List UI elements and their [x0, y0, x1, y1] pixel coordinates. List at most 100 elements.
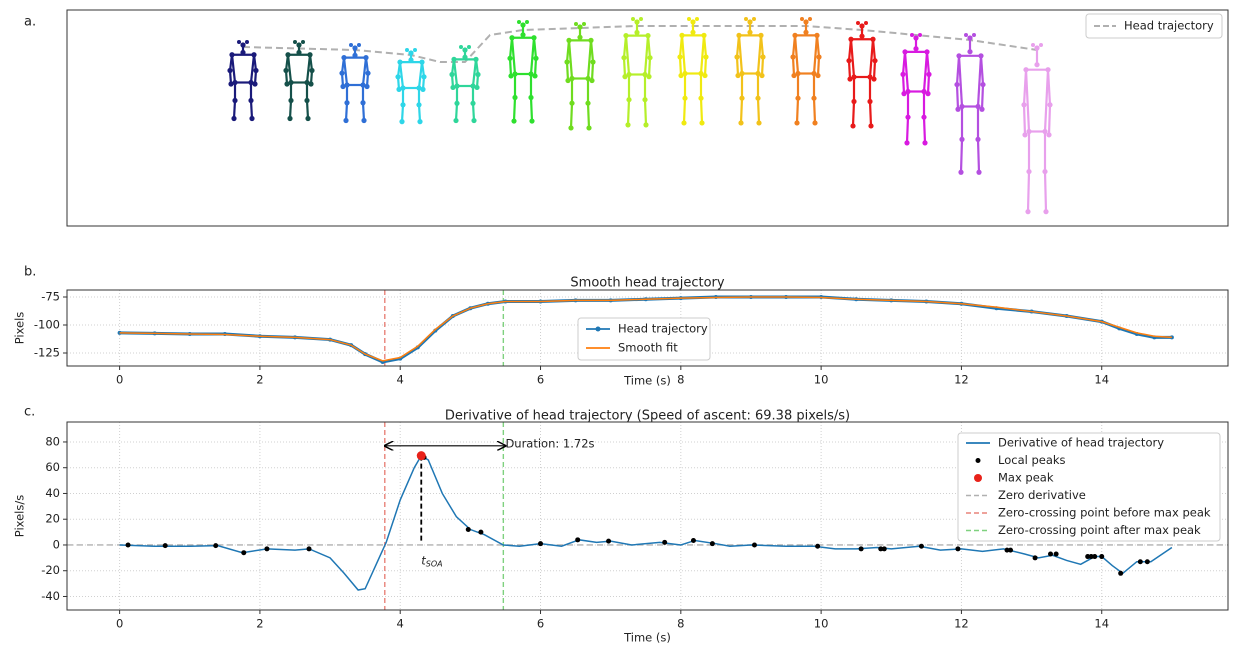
skeleton: [507, 20, 539, 124]
joint: [959, 103, 965, 110]
joint: [925, 91, 931, 97]
bone: [529, 97, 534, 122]
joint: [690, 19, 696, 25]
joint: [1026, 168, 1032, 175]
ear: [631, 17, 635, 21]
joint: [642, 71, 648, 78]
joint: [872, 58, 878, 64]
joint: [305, 115, 311, 122]
bone: [1024, 69, 1031, 132]
joint: [454, 83, 460, 89]
data-point: [1008, 547, 1014, 553]
joint: [846, 58, 852, 64]
y-tick-label: -100: [34, 318, 60, 332]
joint: [229, 52, 235, 58]
joint: [976, 169, 982, 175]
bone: [342, 57, 349, 86]
joint: [416, 85, 422, 91]
bone: [680, 35, 687, 74]
joint: [462, 54, 468, 60]
bone: [417, 104, 422, 122]
joint: [703, 54, 709, 60]
ear: [574, 22, 578, 26]
joint: [980, 81, 986, 88]
joint: [568, 125, 574, 131]
joint: [701, 32, 707, 38]
soa-label: tSOA: [421, 553, 442, 568]
bone: [400, 104, 405, 122]
joint: [815, 72, 821, 79]
bone: [647, 57, 652, 77]
joint: [922, 140, 928, 146]
joint: [1045, 67, 1051, 73]
joint: [520, 32, 526, 38]
joint: [760, 54, 766, 60]
ear: [856, 21, 860, 25]
data-point: [878, 546, 884, 552]
joint: [868, 123, 874, 129]
joint: [913, 46, 919, 52]
x-tick-label: 10: [814, 373, 829, 387]
bone: [976, 55, 983, 107]
joint: [1046, 132, 1052, 138]
bone: [849, 39, 856, 78]
joint: [851, 98, 857, 105]
joint: [417, 119, 423, 125]
joint: [419, 59, 425, 65]
data-point: [662, 539, 668, 545]
joint: [569, 100, 575, 106]
bone: [361, 102, 366, 121]
x-tick-label: 4: [397, 373, 404, 387]
bone: [232, 100, 237, 119]
joint: [811, 95, 817, 101]
joint: [451, 56, 457, 62]
joint: [566, 37, 572, 43]
chart-title: Smooth head trajectory: [570, 276, 724, 291]
bone: [735, 56, 740, 76]
joint: [904, 140, 910, 146]
joint: [307, 52, 313, 58]
bone: [567, 40, 574, 79]
joint: [634, 19, 640, 25]
skeleton: [734, 17, 766, 126]
joint: [621, 55, 627, 61]
bone: [976, 139, 981, 173]
bone: [847, 60, 852, 80]
bone: [1043, 69, 1050, 132]
bone: [903, 51, 910, 92]
ear: [293, 40, 297, 44]
bone: [957, 55, 964, 107]
joint: [870, 36, 876, 42]
bone: [622, 57, 627, 77]
joint: [738, 120, 744, 126]
joint: [284, 81, 290, 87]
x-tick-label: 2: [256, 373, 263, 387]
bone: [626, 99, 631, 125]
joint: [585, 75, 591, 82]
ear: [744, 17, 748, 21]
skeleton: [621, 17, 653, 128]
bone: [249, 54, 256, 83]
y-tick-label: 0: [53, 537, 60, 551]
joint: [288, 79, 294, 86]
bone: [703, 56, 708, 76]
x-tick-label: 8: [677, 617, 684, 631]
skeleton: [790, 17, 822, 126]
skeleton: [1021, 43, 1053, 215]
x-axis-label: Time (s): [623, 631, 671, 645]
skeleton: [846, 21, 878, 129]
data-point: [1137, 559, 1143, 565]
joint: [363, 55, 369, 61]
joint: [344, 82, 350, 88]
ear: [525, 20, 529, 24]
bone: [510, 37, 517, 75]
x-tick-label: 14: [1094, 373, 1109, 387]
joint: [1023, 67, 1029, 73]
joint: [926, 71, 932, 77]
x-tick-label: 6: [537, 373, 544, 387]
joint: [454, 100, 460, 106]
x-tick-label: 12: [954, 617, 969, 631]
duration-label: Duration: 1.72s: [505, 436, 594, 450]
joint: [811, 70, 817, 77]
skeleton: [227, 40, 259, 122]
